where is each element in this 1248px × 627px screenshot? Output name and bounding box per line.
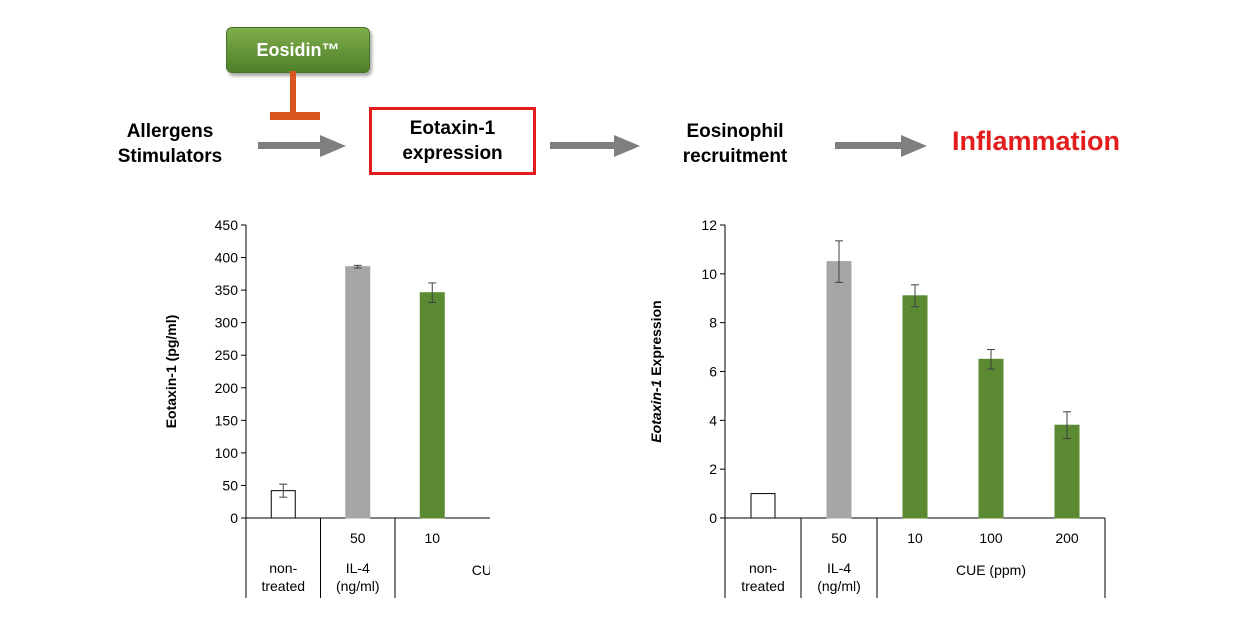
left-chart-y-tick-label: 400 [215, 250, 239, 266]
right-chart-y-axis-label: Eotaxin-1 Expression [648, 300, 664, 442]
right-chart-x-tick-label: 10 [907, 530, 923, 546]
left-chart-y-tick-label: 200 [215, 380, 239, 396]
right-chart-y-axis-label-italic: Eotaxin-1 [648, 379, 664, 442]
right-chart-bar [826, 261, 852, 519]
right-chart-y-tick-label: 6 [709, 364, 717, 380]
left-chart-y-tick-label: 50 [222, 477, 238, 493]
right-chart-y-tick-label: 2 [709, 461, 717, 477]
right-chart-bar [1054, 424, 1080, 519]
flow-step-allergens-line2: Stimulators [117, 146, 223, 167]
right-chart-group-label: (ng/ml) [817, 578, 861, 594]
left-chart-x-tick-label: 10 [424, 530, 440, 546]
flow-step-eosinophil-line2: recruitment [682, 146, 788, 167]
right-chart-y-tick-label: 8 [709, 315, 717, 331]
right-chart-x-tick-label: 100 [979, 530, 1003, 546]
right-chart-y-tick-label: 10 [701, 266, 717, 282]
right-chart-y-tick-label: 0 [709, 510, 717, 526]
left-chart-y-axis-label: Eotaxin-1 (pg/ml) [163, 315, 179, 429]
flow-arrow-3 [835, 135, 927, 157]
right-chart-x-tick-label: 50 [831, 530, 847, 546]
left-chart-bar [419, 292, 445, 519]
flow-step-eosinophil-line1: Eosinophil [686, 121, 784, 142]
flow-step-eotaxin: Eotaxin-1 expression [402, 116, 502, 166]
flow-arrow-1 [258, 135, 346, 157]
inhibition-bar [270, 112, 320, 120]
flow-step-eotaxin-line2: expression [402, 143, 503, 164]
right-chart-x-tick-label: 200 [1055, 530, 1079, 546]
right-chart-bar [750, 493, 776, 519]
flow-arrow-2 [550, 135, 640, 157]
left-chart-y-tick-label: 250 [215, 347, 239, 363]
chart-eotaxin-expression: 0 2 4 6 8 10 12 Eotaxin-1 Expression 50 10 100 200 n… [648, 217, 1106, 598]
eosidin-label: Eosidin™ [256, 39, 340, 60]
right-chart-group-label: IL-4 [827, 560, 851, 576]
left-chart-y-tick-label: 150 [215, 412, 239, 428]
right-chart-group-label: treated [741, 578, 785, 594]
left-chart-group-label: (ng/ml) [336, 578, 380, 594]
left-chart-bar [345, 266, 371, 519]
right-chart-group-label: CUE (ppm) [956, 562, 1026, 578]
left-chart-group-label: non- [269, 560, 297, 576]
left-chart-y-tick-label: 300 [215, 315, 239, 331]
left-chart-y-tick-label: 100 [215, 445, 239, 461]
inhibition-stem [290, 71, 296, 117]
left-chart-y-tick-label: 450 [215, 217, 239, 233]
eosidin-label-box: Eosidin™ [226, 27, 370, 73]
left-chart-group-label: CUE (ppm) [472, 562, 490, 578]
flow-step-eosinophil: Eosinophil recruitment [660, 119, 810, 169]
flow-step-inflammation: Inflammation [952, 126, 1121, 156]
right-chart-group-label: non- [749, 560, 777, 576]
flow-step-allergens: Allergens Stimulators [100, 119, 240, 169]
flow-step-allergens-line1: Allergens [126, 121, 214, 142]
flow-step-eotaxin-line1: Eotaxin-1 [409, 118, 496, 139]
right-chart-y-tick-label: 12 [701, 217, 717, 233]
left-chart-y-tick-label: 0 [230, 510, 238, 526]
left-chart-group-label: IL-4 [346, 560, 370, 576]
left-chart-group-label: treated [261, 578, 305, 594]
left-chart-y-tick-label: 350 [215, 282, 239, 298]
right-chart-y-tick-label: 4 [709, 412, 717, 428]
right-chart-y-axis-label-rest: Expression [648, 300, 664, 379]
left-chart-x-tick-label: 50 [350, 530, 366, 546]
right-chart-bar [902, 295, 928, 519]
right-chart-bar [978, 358, 1004, 519]
chart-eotaxin-pgml: 0 50 100 150 200 250 300 350 400 450 Eotaxin-1 (pg… [163, 217, 490, 598]
eotaxin-highlight-box: Eotaxin-1 expression [369, 107, 536, 175]
